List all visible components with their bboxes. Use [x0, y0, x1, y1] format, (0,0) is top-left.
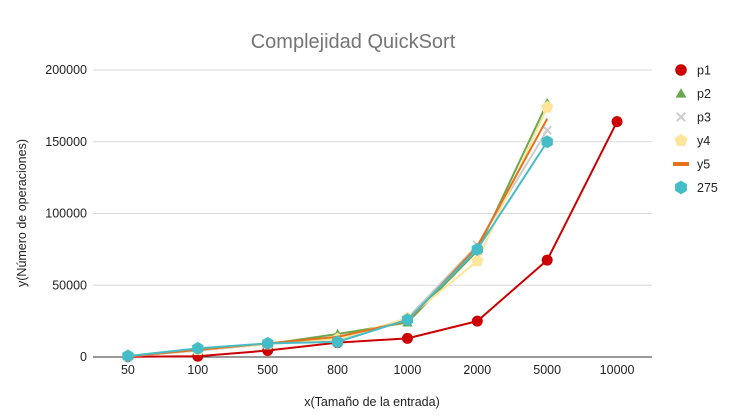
data-point-275 — [122, 349, 134, 363]
legend-label: 275 — [697, 181, 718, 195]
legend-label: p3 — [697, 111, 711, 125]
legend-item-p2: p2 — [675, 87, 711, 101]
chart-title: Complejidad QuickSort — [251, 31, 456, 53]
data-point-275 — [262, 336, 274, 350]
legend-label: y4 — [697, 134, 710, 148]
y-tick-label: 50000 — [52, 278, 87, 292]
x-tick-label: 100 — [187, 363, 208, 377]
x-tick-label: 10000 — [600, 363, 635, 377]
series-p3 — [123, 125, 552, 362]
series-275 — [122, 135, 553, 363]
data-point-275 — [541, 135, 553, 149]
series-layer — [121, 98, 623, 363]
legend-item-275: 275 — [675, 180, 718, 195]
x-axis-label: x(Tamaño de la entrada) — [304, 395, 440, 409]
series-line-p1 — [127, 121, 618, 358]
legend-label: p1 — [697, 64, 711, 78]
legend-marker-275 — [675, 180, 687, 195]
x-axis-ticks: 50 100 500 800 1000 2000 5000 10000 — [121, 363, 635, 377]
series-line-p2 — [127, 102, 549, 358]
data-point-y4 — [471, 254, 484, 267]
x-tick-label: 2000 — [463, 363, 491, 377]
series-line-275 — [127, 141, 549, 357]
legend-item-y4: y4 — [674, 133, 710, 148]
y-axis-ticks: 0 50000 100000 150000 200000 — [45, 63, 87, 364]
data-point-275 — [471, 242, 483, 256]
data-point-y4 — [541, 100, 554, 113]
data-point-275 — [401, 313, 414, 327]
data-point-p3 — [542, 125, 552, 135]
data-point-p1 — [471, 315, 483, 327]
x-tick-label: 50 — [121, 363, 135, 377]
data-point-275 — [331, 335, 344, 349]
legend-label: p2 — [697, 87, 711, 101]
series-p1 — [122, 116, 623, 363]
legend-marker-p1 — [675, 64, 687, 76]
data-point-p1 — [401, 332, 413, 344]
y-tick-label: 100000 — [45, 207, 87, 221]
legend-marker-y4 — [674, 133, 688, 147]
legend-item-p1: p1 — [675, 64, 711, 78]
legend-marker-p2 — [675, 88, 687, 98]
legend-marker-y5 — [673, 162, 689, 166]
data-point-275 — [192, 341, 204, 355]
y-tick-label: 150000 — [45, 135, 87, 149]
legend-item-y5: y5 — [673, 158, 710, 172]
x-tick-label: 1000 — [394, 363, 422, 377]
legend: p1 p2 p3 y4 y5 275 — [673, 64, 718, 195]
y-tick-label: 0 — [80, 350, 87, 364]
x-tick-label: 800 — [327, 363, 348, 377]
legend-marker-p3 — [676, 112, 686, 122]
x-tick-label: 5000 — [533, 363, 561, 377]
data-point-p1 — [611, 116, 623, 128]
data-point-p1 — [541, 254, 553, 266]
legend-item-p3: p3 — [676, 111, 711, 125]
gridlines — [93, 69, 652, 358]
legend-label: y5 — [697, 158, 710, 172]
y-axis-label: y(Número de operaciones) — [15, 139, 29, 287]
y-tick-label: 200000 — [45, 63, 87, 77]
x-tick-label: 500 — [257, 363, 278, 377]
